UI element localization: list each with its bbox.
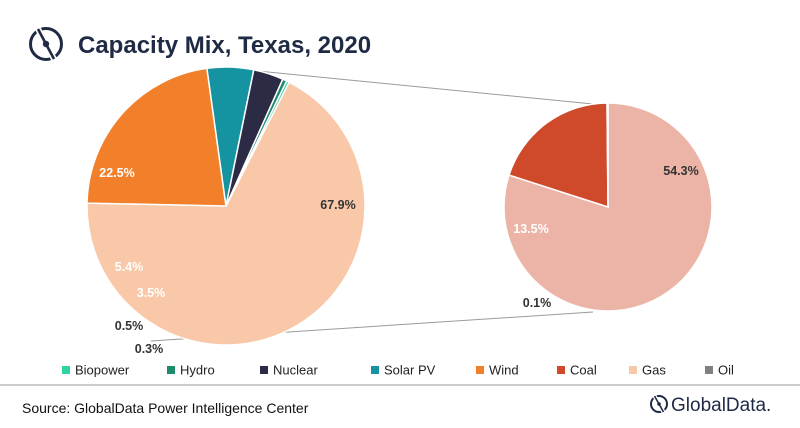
pie-detail: [503, 102, 713, 312]
legend-swatch-hydro: [167, 366, 175, 374]
main-slice-biopower: [225, 79, 291, 207]
data-label-main-gas: 67.9%: [320, 198, 355, 212]
data-label-main-biopower: 0.3%: [135, 342, 164, 356]
legend-label-coal: Coal: [570, 363, 597, 378]
legend-swatch-oil: [705, 366, 713, 374]
data-label-main-solar-pv: 5.4%: [115, 260, 144, 274]
legend-label-nuclear: Nuclear: [273, 363, 318, 378]
legend: Biopower Hydro Nuclear Solar PV Wind Coal Gas O…: [62, 363, 734, 378]
connector-line-top: [237, 68, 594, 105]
data-label-detail-oil: 0.1%: [523, 296, 552, 310]
legend-swatch-solar-pv: [371, 366, 379, 374]
chart-title: Capacity Mix, Texas, 2020: [78, 32, 371, 59]
legend-label-biopower: Biopower: [75, 363, 130, 378]
legend-label-gas: Gas: [642, 363, 666, 378]
data-label-main-hydro: 0.5%: [115, 319, 144, 333]
globaldata-brand-icon: [650, 394, 668, 414]
legend-label-solar-pv: Solar PV: [384, 363, 436, 378]
legend-swatch-nuclear: [260, 366, 268, 374]
detail-slice-coal: [508, 102, 609, 209]
pie-main: [86, 66, 366, 346]
data-label-main-wind: 22.5%: [99, 166, 134, 180]
legend-label-oil: Oil: [718, 363, 734, 378]
source-note: Source: GlobalData Power Intelligence Ce…: [22, 400, 309, 416]
brand-wordmark: GlobalData.: [671, 395, 771, 416]
legend-label-wind: Wind: [489, 363, 519, 378]
legend-label-hydro: Hydro: [180, 363, 215, 378]
legend-swatch-wind: [476, 366, 484, 374]
data-labels: 67.9% 22.5% 5.4% 3.5% 0.5% 0.3% 54.3% 13.5% 0.1%: [99, 164, 698, 356]
legend-swatch-biopower: [62, 366, 70, 374]
detail-slice-gas: [503, 102, 713, 312]
data-label-main-nuclear: 3.5%: [137, 286, 166, 300]
main-slice-wind: [86, 67, 227, 207]
data-label-detail-coal: 13.5%: [513, 222, 548, 236]
data-label-detail-gas: 54.3%: [663, 164, 698, 178]
detail-slice-oil: [606, 102, 609, 208]
legend-swatch-gas: [629, 366, 637, 374]
legend-swatch-coal: [557, 366, 565, 374]
globaldata-logo-icon: [29, 25, 63, 63]
main-slice-gas: [86, 81, 366, 346]
